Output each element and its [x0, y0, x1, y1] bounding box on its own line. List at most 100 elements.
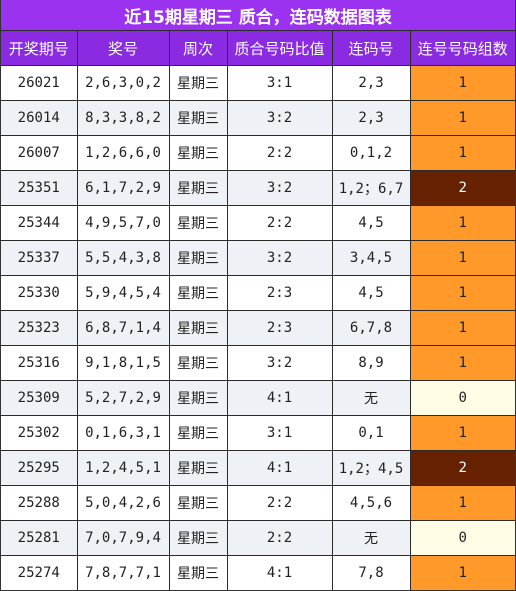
cell-weekday: 星期三 [168, 100, 228, 136]
cell-ratio: 3:1 [226, 65, 333, 101]
cell-groups: 1 [409, 275, 515, 311]
cell-weekday: 星期三 [168, 520, 228, 556]
header-row: 开奖期号 奖号 周次 质合号码比值 连码号 连号号码组数 [1, 31, 515, 66]
cell-issue: 26007 [1, 135, 78, 171]
table-row: 25281 7,0,7,9,4 星期三 2:2 无 0 [1, 520, 515, 556]
cell-weekday: 星期三 [168, 240, 228, 276]
cell-numbers: 7,0,7,9,4 [76, 520, 170, 556]
cell-consecutive: 4,5 [331, 275, 411, 311]
cell-weekday: 星期三 [168, 205, 228, 241]
cell-groups: 1 [409, 345, 515, 381]
cell-groups: 1 [409, 240, 515, 276]
table-row: 25323 6,8,7,1,4 星期三 2:3 6,7,8 1 [1, 310, 515, 346]
cell-weekday: 星期三 [168, 310, 228, 346]
cell-consecutive: 4,5,6 [331, 485, 411, 521]
cell-issue: 25344 [1, 205, 78, 241]
header-groups: 连号号码组数 [409, 31, 515, 66]
cell-issue: 25330 [1, 275, 78, 311]
cell-groups: 1 [409, 205, 515, 241]
cell-numbers: 2,6,3,0,2 [76, 65, 170, 101]
cell-numbers: 5,9,4,5,4 [76, 275, 170, 311]
cell-consecutive: 7,8 [331, 555, 411, 590]
cell-issue: 26014 [1, 100, 78, 136]
cell-weekday: 星期三 [168, 345, 228, 381]
table-row: 25330 5,9,4,5,4 星期三 2:3 4,5 1 [1, 275, 515, 311]
cell-ratio: 3:1 [226, 415, 333, 451]
cell-consecutive: 3,4,5 [331, 240, 411, 276]
cell-consecutive: 1,2；6,7 [331, 170, 411, 206]
cell-weekday: 星期三 [168, 450, 228, 486]
cell-issue: 25281 [1, 520, 78, 556]
cell-weekday: 星期三 [168, 555, 228, 590]
cell-ratio: 4:1 [226, 380, 333, 416]
header-consecutive: 连码号 [331, 31, 411, 66]
cell-weekday: 星期三 [168, 415, 228, 451]
cell-issue: 25323 [1, 310, 78, 346]
cell-numbers: 9,1,8,1,5 [76, 345, 170, 381]
table-row: 25288 5,0,4,2,6 星期三 2:2 4,5,6 1 [1, 485, 515, 521]
cell-consecutive: 8,9 [331, 345, 411, 381]
cell-consecutive: 2,3 [331, 100, 411, 136]
cell-groups: 0 [409, 520, 515, 556]
cell-ratio: 3:2 [226, 240, 333, 276]
cell-numbers: 5,2,7,2,9 [76, 380, 170, 416]
cell-ratio: 3:2 [226, 170, 333, 206]
cell-groups: 1 [409, 310, 515, 346]
table-row: 25316 9,1,8,1,5 星期三 3:2 8,9 1 [1, 345, 515, 381]
table-row: 25274 7,8,7,7,1 星期三 4:1 7,8 1 [1, 555, 515, 590]
table-row: 25295 1,2,4,5,1 星期三 4:1 1,2；4,5 2 [1, 450, 515, 486]
cell-groups: 1 [409, 100, 515, 136]
cell-issue: 25309 [1, 380, 78, 416]
cell-ratio: 3:2 [226, 345, 333, 381]
cell-issue: 26021 [1, 65, 78, 101]
cell-ratio: 4:1 [226, 450, 333, 486]
cell-consecutive: 0,1,2 [331, 135, 411, 171]
cell-ratio: 2:2 [226, 520, 333, 556]
cell-consecutive: 4,5 [331, 205, 411, 241]
cell-groups: 2 [409, 450, 515, 486]
table-row: 25337 5,5,4,3,8 星期三 3:2 3,4,5 1 [1, 240, 515, 276]
header-issue: 开奖期号 [1, 31, 78, 66]
cell-weekday: 星期三 [168, 170, 228, 206]
cell-groups: 1 [409, 135, 515, 171]
cell-numbers: 5,0,4,2,6 [76, 485, 170, 521]
cell-weekday: 星期三 [168, 275, 228, 311]
cell-groups: 1 [409, 555, 515, 590]
cell-issue: 25351 [1, 170, 78, 206]
cell-issue: 25295 [1, 450, 78, 486]
cell-numbers: 0,1,6,3,1 [76, 415, 170, 451]
cell-issue: 25337 [1, 240, 78, 276]
table-row: 26007 1,2,6,6,0 星期三 2:2 0,1,2 1 [1, 135, 515, 171]
cell-numbers: 1,2,4,5,1 [76, 450, 170, 486]
cell-groups: 0 [409, 380, 515, 416]
cell-weekday: 星期三 [168, 135, 228, 171]
table-row: 26021 2,6,3,0,2 星期三 3:1 2,3 1 [1, 65, 515, 101]
header-weekday: 周次 [168, 31, 228, 66]
table-row: 25351 6,1,7,2,9 星期三 3:2 1,2；6,7 2 [1, 170, 515, 206]
cell-numbers: 7,8,7,7,1 [76, 555, 170, 590]
cell-consecutive: 1,2；4,5 [331, 450, 411, 486]
cell-issue: 25288 [1, 485, 78, 521]
header-ratio: 质合号码比值 [226, 31, 333, 66]
table-row: 26014 8,3,3,8,2 星期三 3:2 2,3 1 [1, 100, 515, 136]
cell-ratio: 4:1 [226, 555, 333, 590]
cell-numbers: 5,5,4,3,8 [76, 240, 170, 276]
cell-weekday: 星期三 [168, 65, 228, 101]
cell-numbers: 1,2,6,6,0 [76, 135, 170, 171]
cell-consecutive: 无 [331, 380, 411, 416]
cell-weekday: 星期三 [168, 380, 228, 416]
table-row: 25344 4,9,5,7,0 星期三 2:2 4,5 1 [1, 205, 515, 241]
cell-ratio: 2:3 [226, 310, 333, 346]
cell-consecutive: 0,1 [331, 415, 411, 451]
cell-groups: 1 [409, 415, 515, 451]
cell-numbers: 8,3,3,8,2 [76, 100, 170, 136]
cell-groups: 1 [409, 65, 515, 101]
cell-issue: 25316 [1, 345, 78, 381]
cell-issue: 25274 [1, 555, 78, 590]
cell-ratio: 2:2 [226, 485, 333, 521]
table-row: 25302 0,1,6,3,1 星期三 3:1 0,1 1 [1, 415, 515, 451]
chart-title: 近15期星期三 质合，连码数据图表 [1, 0, 515, 31]
header-numbers: 奖号 [76, 31, 170, 66]
cell-ratio: 3:2 [226, 100, 333, 136]
